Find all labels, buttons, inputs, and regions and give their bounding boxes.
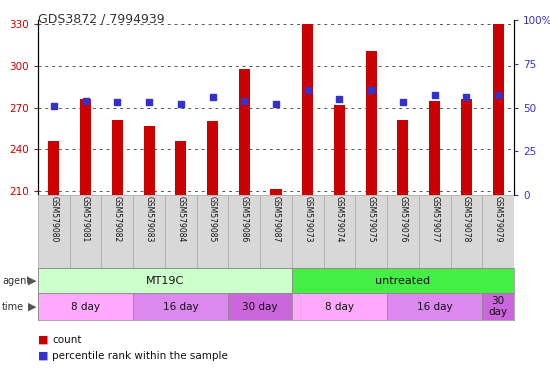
Bar bbox=[493, 24, 504, 195]
Text: GSM579078: GSM579078 bbox=[462, 197, 471, 243]
Text: GSM579087: GSM579087 bbox=[272, 197, 280, 243]
Bar bbox=[48, 141, 59, 195]
Bar bbox=[450, 195, 482, 268]
Bar bbox=[292, 293, 387, 320]
Text: 30
day: 30 day bbox=[488, 296, 508, 317]
Bar bbox=[38, 268, 292, 293]
Text: GSM579082: GSM579082 bbox=[113, 197, 122, 243]
Bar bbox=[239, 69, 250, 195]
Text: GSM579084: GSM579084 bbox=[177, 197, 185, 243]
Point bbox=[240, 98, 249, 104]
Text: ▶: ▶ bbox=[28, 301, 36, 311]
Text: ■: ■ bbox=[38, 351, 48, 361]
Point bbox=[367, 87, 376, 93]
Text: 16 day: 16 day bbox=[417, 301, 453, 311]
Point bbox=[494, 92, 503, 98]
Bar bbox=[334, 105, 345, 195]
Bar bbox=[101, 195, 133, 268]
Bar bbox=[461, 99, 472, 195]
Point bbox=[399, 99, 408, 105]
Text: GSM579085: GSM579085 bbox=[208, 197, 217, 243]
Bar bbox=[387, 293, 482, 320]
Bar bbox=[355, 195, 387, 268]
Bar bbox=[292, 268, 514, 293]
Point bbox=[177, 101, 185, 107]
Point bbox=[430, 92, 439, 98]
Bar bbox=[80, 99, 91, 195]
Bar bbox=[429, 101, 440, 195]
Text: GSM579081: GSM579081 bbox=[81, 197, 90, 243]
Bar bbox=[271, 189, 282, 195]
Text: ▶: ▶ bbox=[28, 275, 36, 285]
Bar bbox=[366, 51, 377, 195]
Point bbox=[272, 101, 280, 107]
Text: GSM579073: GSM579073 bbox=[303, 197, 312, 243]
Bar bbox=[38, 195, 70, 268]
Text: GSM579079: GSM579079 bbox=[494, 197, 503, 243]
Bar bbox=[197, 195, 228, 268]
Point bbox=[81, 98, 90, 104]
Text: untreated: untreated bbox=[375, 275, 431, 285]
Bar bbox=[70, 195, 101, 268]
Point bbox=[208, 94, 217, 100]
Bar bbox=[292, 195, 323, 268]
Point bbox=[304, 87, 312, 93]
Text: time: time bbox=[2, 301, 24, 311]
Text: agent: agent bbox=[2, 275, 30, 285]
Bar bbox=[112, 120, 123, 195]
Point bbox=[50, 103, 58, 109]
Bar bbox=[165, 195, 197, 268]
Bar bbox=[133, 195, 165, 268]
Point bbox=[462, 94, 471, 100]
Bar bbox=[207, 121, 218, 195]
Bar bbox=[482, 195, 514, 268]
Bar bbox=[482, 293, 514, 320]
Point bbox=[335, 96, 344, 102]
Bar bbox=[260, 195, 292, 268]
Bar bbox=[419, 195, 450, 268]
Bar bbox=[398, 120, 409, 195]
Text: GSM579076: GSM579076 bbox=[398, 197, 408, 243]
Point bbox=[145, 99, 153, 105]
Text: 30 day: 30 day bbox=[243, 301, 278, 311]
Text: 8 day: 8 day bbox=[325, 301, 354, 311]
Text: ■: ■ bbox=[38, 335, 48, 345]
Text: GSM579080: GSM579080 bbox=[50, 197, 58, 243]
Text: 16 day: 16 day bbox=[163, 301, 199, 311]
Text: GSM579077: GSM579077 bbox=[430, 197, 439, 243]
Bar bbox=[323, 195, 355, 268]
Text: percentile rank within the sample: percentile rank within the sample bbox=[52, 351, 228, 361]
Bar bbox=[175, 141, 186, 195]
Text: 8 day: 8 day bbox=[71, 301, 100, 311]
Text: GSM579075: GSM579075 bbox=[367, 197, 376, 243]
Text: count: count bbox=[52, 335, 81, 345]
Bar bbox=[144, 126, 155, 195]
Text: GSM579083: GSM579083 bbox=[145, 197, 153, 243]
Text: GDS3872 / 7994939: GDS3872 / 7994939 bbox=[38, 12, 164, 25]
Point bbox=[113, 99, 122, 105]
Bar bbox=[228, 293, 292, 320]
Bar bbox=[38, 293, 133, 320]
Text: MT19C: MT19C bbox=[146, 275, 184, 285]
Bar bbox=[228, 195, 260, 268]
Bar bbox=[302, 24, 314, 195]
Bar bbox=[387, 195, 419, 268]
Bar bbox=[133, 293, 228, 320]
Text: GSM579086: GSM579086 bbox=[240, 197, 249, 243]
Text: GSM579074: GSM579074 bbox=[335, 197, 344, 243]
